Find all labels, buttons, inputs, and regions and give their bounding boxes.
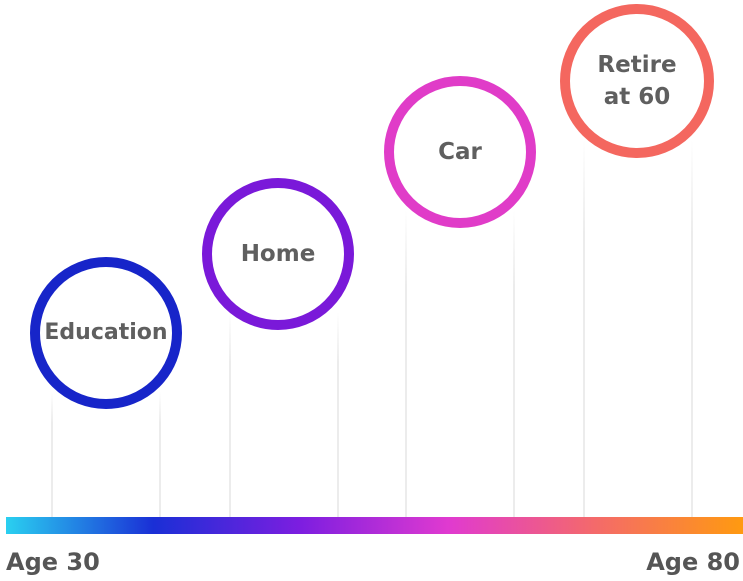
guide-line-retire-left <box>583 140 585 517</box>
goal-circle-education: Education <box>30 257 182 409</box>
guide-line-education-right <box>159 392 161 517</box>
guide-line-home-left <box>229 312 231 517</box>
goal-label-home: Home <box>240 241 316 267</box>
goal-label-retire: Retire at 60 <box>597 52 677 110</box>
age-timeline-bar <box>6 517 743 534</box>
guide-line-education-left <box>51 392 53 517</box>
guide-line-home-right <box>337 312 339 517</box>
guide-line-car-left <box>405 210 407 517</box>
goal-label-education: Education <box>44 320 168 345</box>
guide-line-car-right <box>513 210 515 517</box>
goal-circle-home: Home <box>202 178 354 330</box>
goal-circle-car: Car <box>384 76 536 228</box>
age-start-label: Age 30 <box>6 548 100 576</box>
guide-line-retire-right <box>691 140 693 517</box>
goal-circle-retire: Retire at 60 <box>560 4 714 158</box>
goal-label-car: Car <box>438 139 482 165</box>
age-end-label: Age 80 <box>646 548 740 576</box>
